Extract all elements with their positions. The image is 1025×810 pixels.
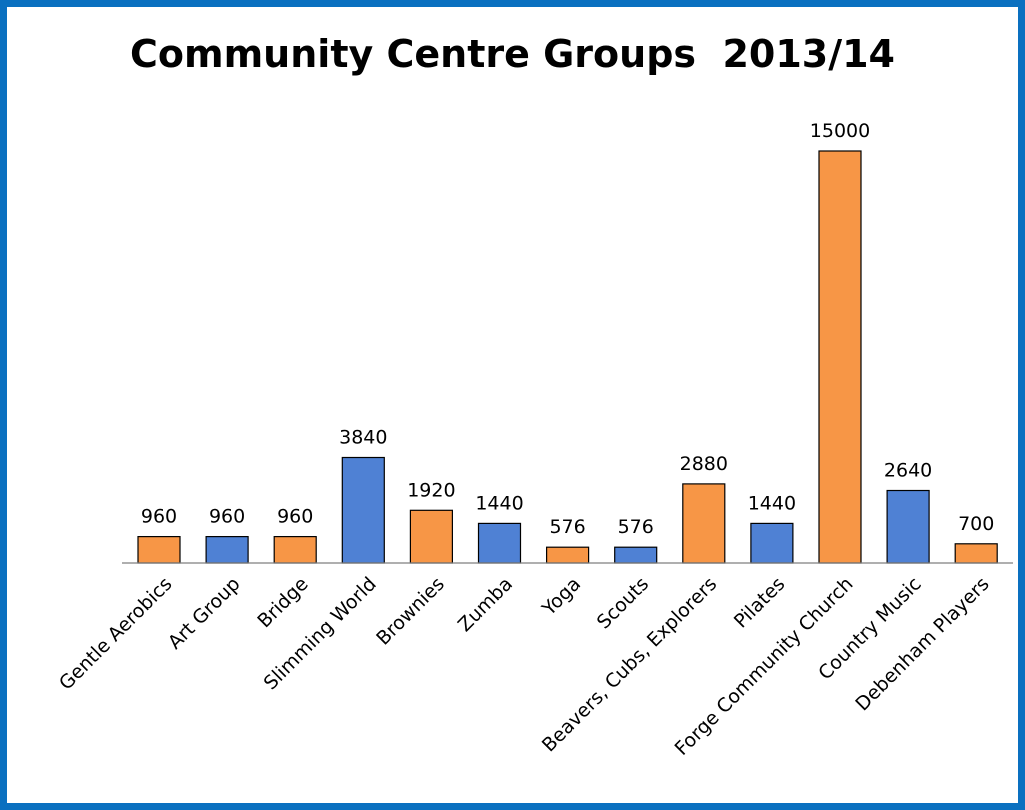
bar-9 xyxy=(750,522,794,564)
data-label-12: 700 xyxy=(958,513,994,535)
data-label-3: 3840 xyxy=(339,427,387,449)
bar-4 xyxy=(409,509,453,564)
data-label-11: 2640 xyxy=(884,460,932,482)
category-label-12: Debenham Players xyxy=(851,573,993,715)
bar-10 xyxy=(818,150,862,564)
category-label-5: Zumba xyxy=(454,573,517,636)
data-label-8: 2880 xyxy=(680,453,728,475)
bar-6 xyxy=(545,546,590,564)
data-label-0: 960 xyxy=(141,506,177,528)
bar-5 xyxy=(477,522,522,564)
data-label-6: 576 xyxy=(549,516,585,538)
category-label-1: Art Group xyxy=(164,573,245,654)
bar-2 xyxy=(273,535,317,564)
category-label-7: Scouts xyxy=(593,573,653,633)
data-label-4: 1920 xyxy=(407,479,455,501)
data-label-2: 960 xyxy=(277,506,313,528)
bar-3 xyxy=(341,456,385,564)
data-label-5: 1440 xyxy=(475,492,523,514)
category-label-0: Gentle Aerobics xyxy=(55,573,177,695)
data-label-1: 960 xyxy=(209,506,245,528)
bar-11 xyxy=(886,489,930,564)
category-label-2: Bridge xyxy=(253,573,312,632)
data-label-7: 576 xyxy=(618,516,654,538)
bar-1 xyxy=(205,535,249,564)
category-label-6: Yoga xyxy=(537,573,585,621)
bar-12 xyxy=(954,543,998,564)
category-label-4: Brownies xyxy=(372,573,449,650)
bar-8 xyxy=(682,483,726,564)
data-label-9: 1440 xyxy=(748,492,796,514)
data-label-10: 15000 xyxy=(810,120,870,142)
bar-0 xyxy=(137,535,181,564)
chart-title: Community Centre Groups 2013/14 xyxy=(130,32,895,76)
bar-7 xyxy=(614,546,658,564)
category-label-9: Pilates xyxy=(730,573,790,633)
